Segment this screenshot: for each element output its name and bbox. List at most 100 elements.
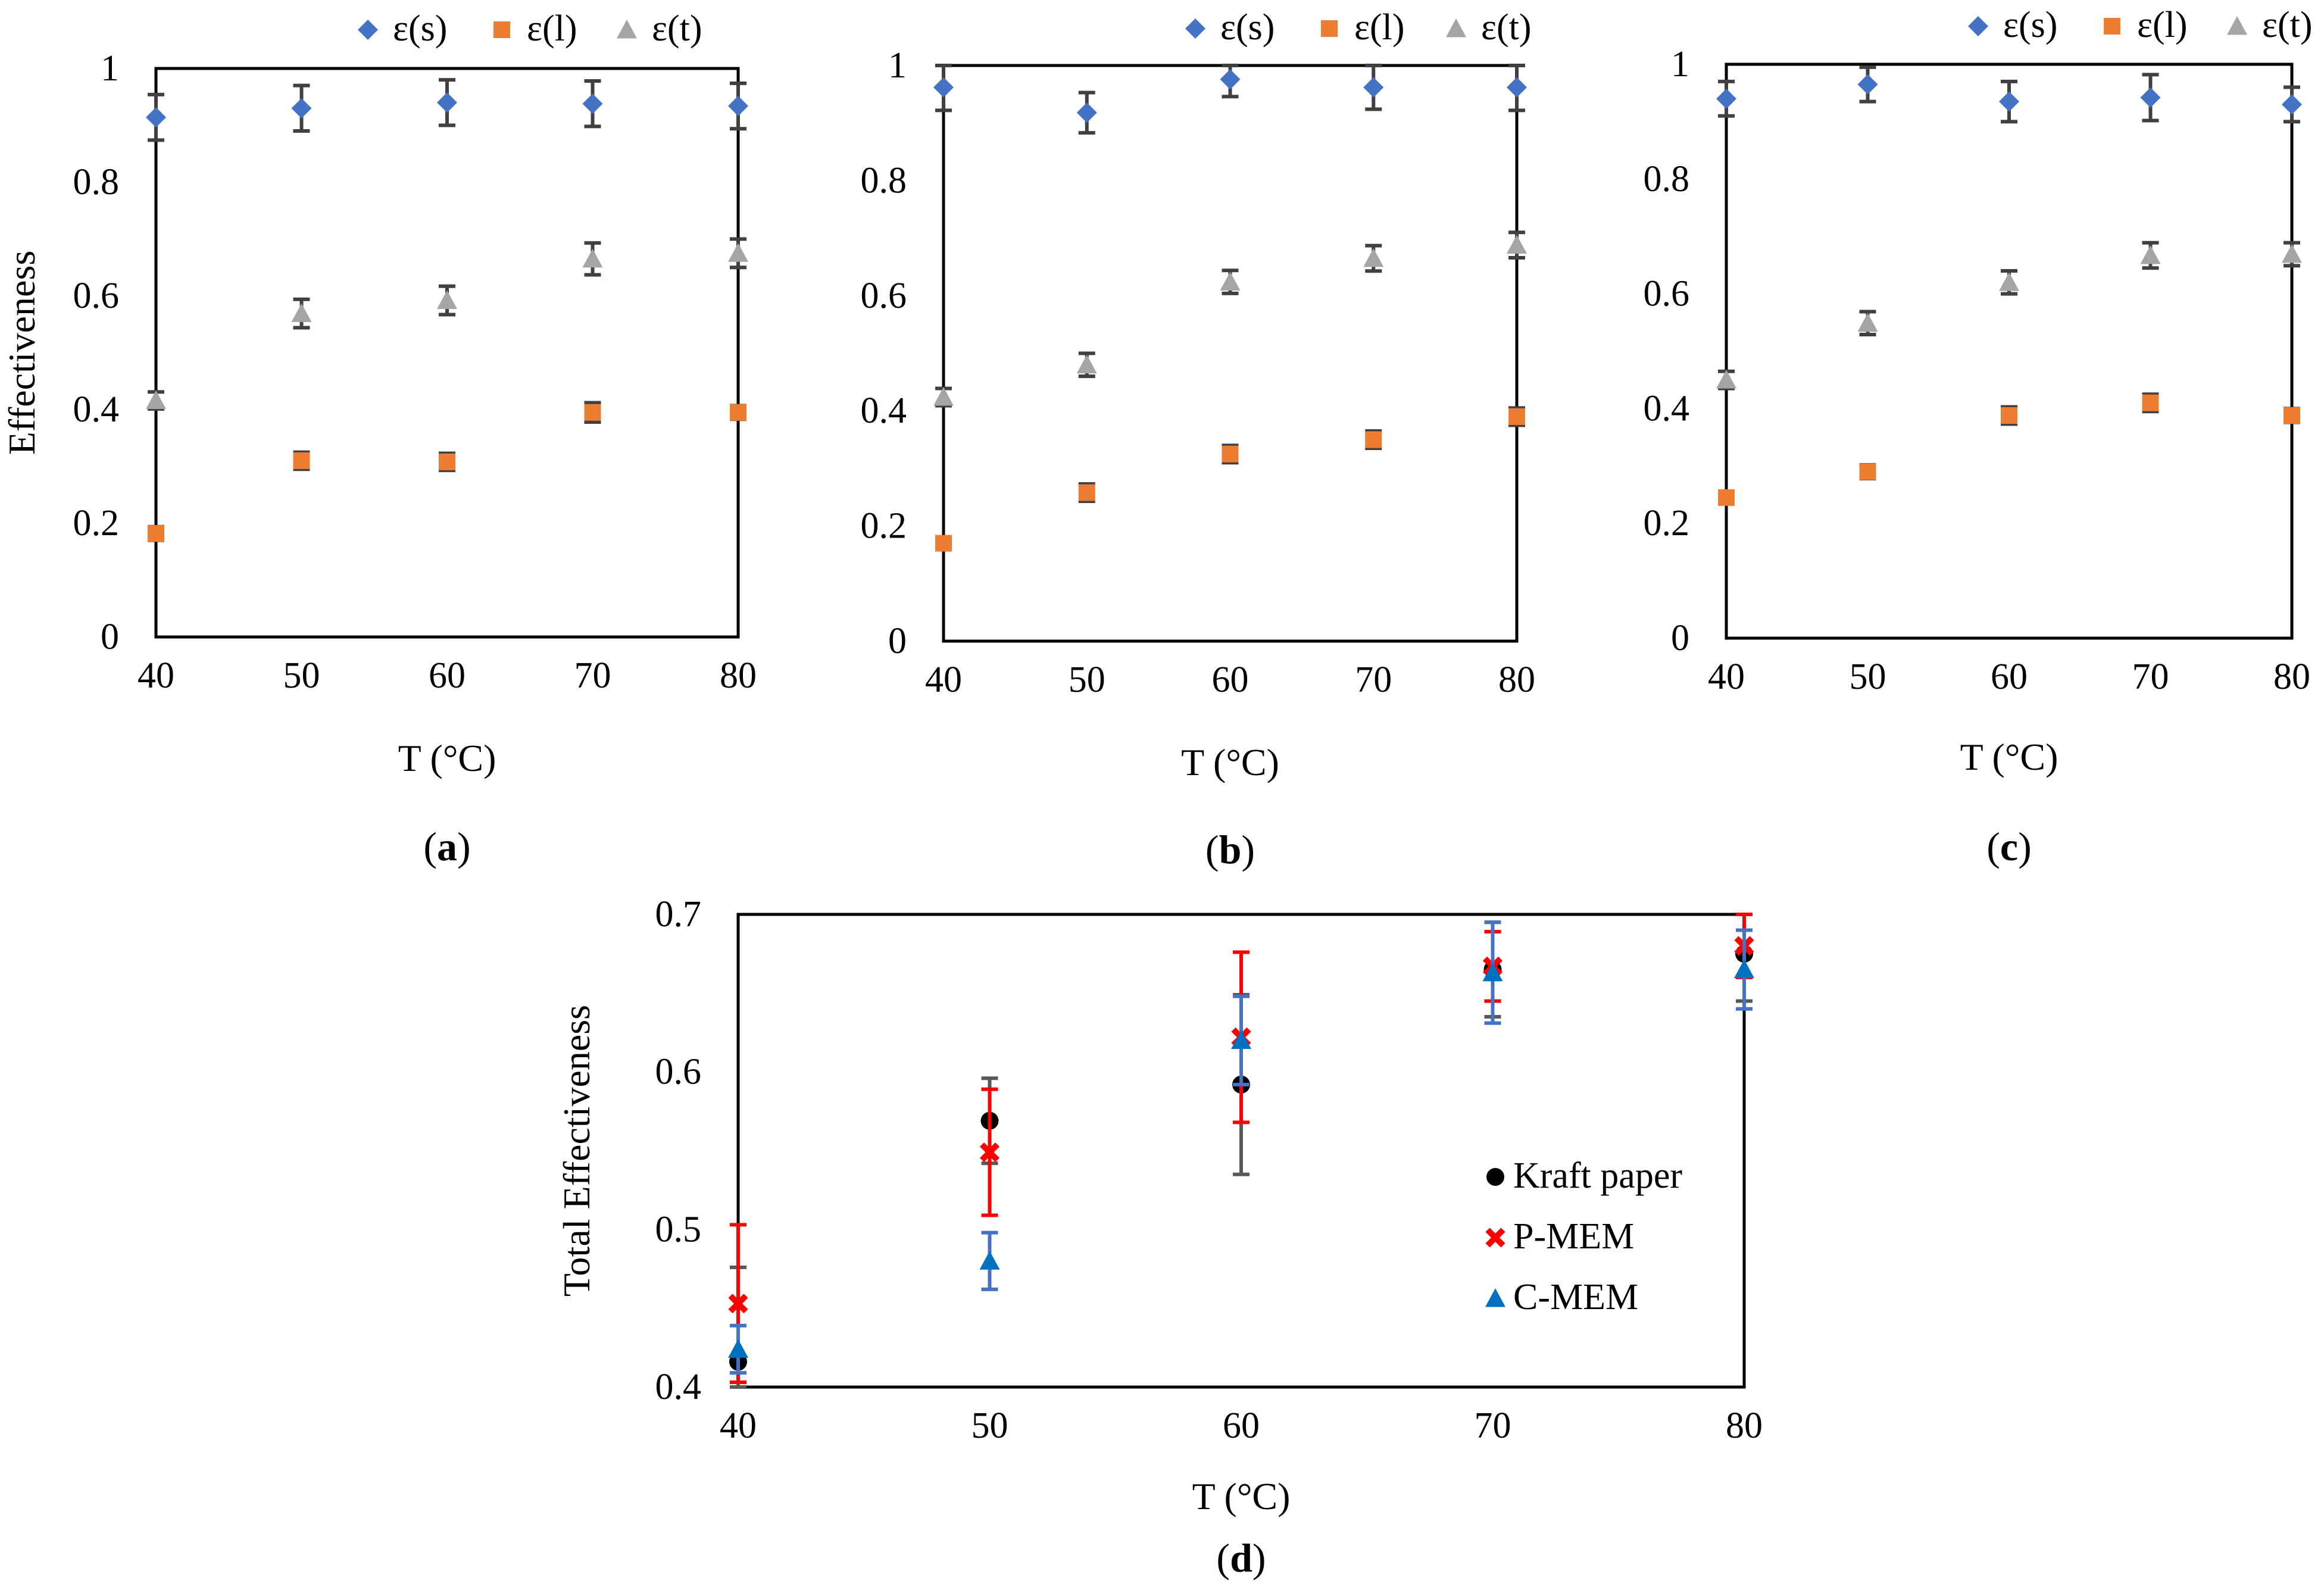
- panel-caption: (c): [1986, 824, 2032, 869]
- y-tick-label: 0: [1671, 618, 1689, 658]
- data-point: [2282, 244, 2302, 263]
- y-tick-label: 1: [1671, 44, 1689, 85]
- y-tick-label: 0.4: [73, 389, 120, 430]
- y-tick-label: 0.2: [73, 503, 120, 544]
- y-tick-label: 0.4: [861, 391, 907, 431]
- x-tick-label: 50: [1850, 657, 1886, 697]
- y-tick-label: 0: [101, 617, 119, 657]
- y-tick-label: 0.8: [1644, 159, 1690, 199]
- data-point: [584, 404, 601, 421]
- y-tick-label: 0.6: [73, 276, 120, 316]
- series--l-: [935, 406, 1525, 552]
- x-tick-label: 80: [720, 655, 757, 696]
- legend-marker: [1185, 18, 1205, 39]
- y-tick-label: 0.7: [655, 894, 702, 935]
- data-point: [146, 107, 166, 128]
- data-point: [1076, 354, 1097, 374]
- data-point: [1220, 69, 1241, 90]
- series--t-: [933, 230, 1527, 408]
- data-point: [979, 1142, 1000, 1163]
- series-c-mem: [728, 920, 1754, 1375]
- panel-caption: (b): [1205, 827, 1255, 872]
- series--l-: [1718, 392, 2300, 506]
- legend: Kraft paper P-MEM C-MEM: [1485, 1155, 1682, 1317]
- series--s-: [1716, 65, 2302, 124]
- data-point: [728, 1294, 748, 1314]
- data-point: [1716, 88, 1736, 109]
- data-point: [291, 98, 312, 118]
- x-tick-label: 40: [720, 1406, 757, 1446]
- data-point: [1078, 484, 1095, 501]
- legend-marker: [2227, 16, 2247, 35]
- series--s-: [933, 64, 1527, 135]
- chart-panel-d: 40 50 60 70 80 0.4 0.5 0.6 0.7 T (°C) Total Effect…: [555, 894, 1763, 1581]
- x-tick-label: 50: [283, 655, 320, 696]
- y-tick-label: 1: [888, 45, 907, 86]
- data-point: [1231, 1030, 1251, 1050]
- data-point: [582, 248, 603, 268]
- data-point: [1507, 77, 1527, 98]
- chart-panel-b: 40 50 60 70 80 0 0.2 0.4 0.6 0.8 1 T (°C) (b) ε(s) ε(l…: [861, 7, 1536, 872]
- data-point: [148, 525, 164, 542]
- data-point: [2140, 245, 2161, 264]
- data-point: [146, 390, 166, 410]
- x-tick-label: 40: [138, 655, 174, 696]
- y-axis-label: Effectiveness: [1, 251, 43, 455]
- x-tick-label: 60: [1223, 1406, 1260, 1446]
- legend-label: ε(l): [1354, 7, 1405, 48]
- y-tick-label: 0.2: [861, 506, 907, 546]
- x-tick-label: 60: [429, 655, 466, 696]
- y-tick-label: 0.6: [655, 1052, 702, 1092]
- legend-marker: [1486, 1168, 1504, 1186]
- caption-letter: a: [437, 824, 457, 869]
- data-point: [1482, 962, 1503, 982]
- legend-marker: [358, 20, 378, 40]
- x-axis-label: T (°C): [1181, 741, 1279, 783]
- x-tick-label: 80: [1498, 660, 1535, 700]
- data-point: [582, 93, 603, 114]
- data-point: [728, 243, 748, 262]
- legend: ε(s) ε(l) ε(t): [1185, 7, 1532, 48]
- data-point: [1718, 489, 1735, 506]
- data-point: [730, 404, 746, 421]
- legend-label: P-MEM: [1513, 1216, 1634, 1257]
- legend-label: C-MEM: [1513, 1277, 1638, 1317]
- y-tick-label: 0.5: [655, 1209, 702, 1250]
- data-point: [1363, 77, 1384, 98]
- plot-area-frame: [154, 67, 740, 639]
- data-point: [439, 453, 455, 470]
- data-point: [1365, 431, 1382, 448]
- data-point: [979, 1251, 1000, 1270]
- legend-label: ε(s): [1220, 7, 1275, 48]
- data-point: [1857, 313, 1878, 332]
- caption-close-paren: ): [1252, 1535, 1266, 1581]
- data-point: [1220, 271, 1241, 291]
- data-point: [1508, 408, 1525, 425]
- data-point: [1734, 959, 1754, 979]
- x-tick-label: 70: [1355, 660, 1392, 700]
- data-point: [2140, 87, 2161, 108]
- x-tick-label: 50: [1069, 660, 1105, 700]
- x-axis-label: T (°C): [1192, 1475, 1291, 1517]
- plot-area-frame: [736, 913, 1746, 1389]
- data-point: [1222, 445, 1239, 463]
- y-tick-label: 0.4: [1644, 388, 1690, 429]
- data-point: [1857, 74, 1878, 95]
- data-point: [1363, 248, 1384, 267]
- x-tick-label: 70: [574, 655, 611, 696]
- y-tick-label: 0.6: [861, 276, 907, 316]
- x-tick-label: 40: [925, 660, 962, 700]
- data-point: [293, 452, 310, 469]
- legend-label: ε(t): [652, 8, 702, 49]
- data-point: [933, 386, 954, 406]
- y-tick-label: 0.4: [655, 1367, 702, 1407]
- y-tick-label: 0: [888, 621, 907, 661]
- data-point: [1859, 463, 1876, 480]
- series--t-: [146, 237, 748, 411]
- legend-label: ε(l): [527, 8, 577, 49]
- series--l-: [148, 401, 746, 542]
- x-axis-label: T (°C): [1960, 736, 2059, 778]
- data-point: [933, 77, 954, 98]
- chart-panel-a: 40 50 60 70 80 0 0.2 0.4 0.6 0.8 1 T (°C) Effectiven…: [1, 8, 757, 869]
